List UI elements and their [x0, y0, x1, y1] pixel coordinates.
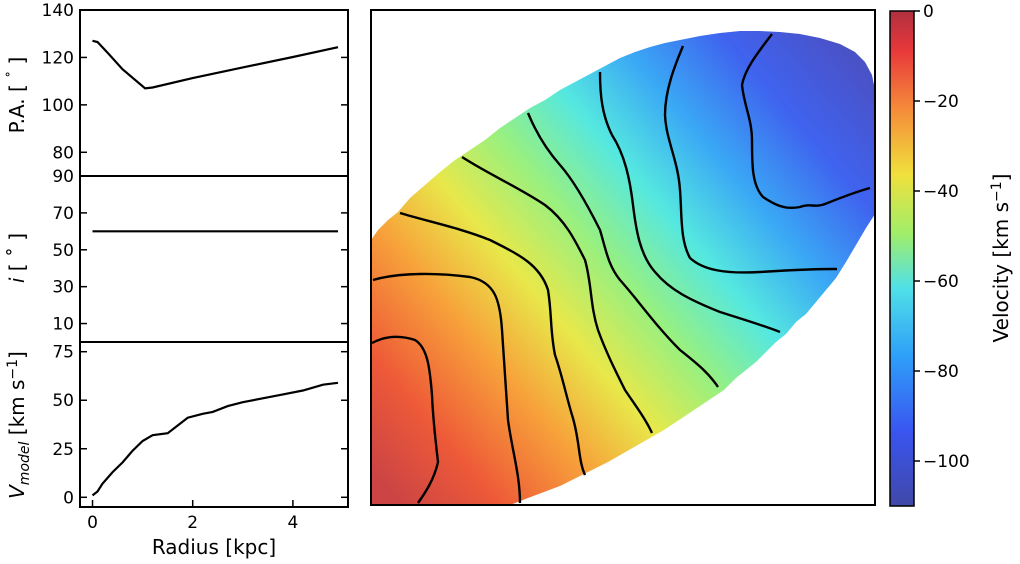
contour-line [371, 335, 440, 504]
y-tick-label: 100 [42, 96, 74, 116]
rotation-xlabel: Radius [kpc] [152, 535, 276, 559]
x-tick-label: 2 [187, 513, 198, 533]
y-tick-label: 30 [52, 278, 74, 298]
rotation-series-line [91, 381, 339, 497]
y-tick-label: 80 [52, 143, 74, 163]
colorbar: 0 −20 −40 −60 −80 −100 Velocity [km s−1] [889, 2, 1013, 507]
contour-line [372, 272, 522, 504]
x-tick-label: 0 [87, 513, 98, 533]
pa-ylabel-degree: ˚ [5, 71, 22, 78]
contour-line [399, 211, 587, 476]
colorbar-tick-label: −80 [923, 362, 959, 382]
contour-line [461, 155, 654, 434]
velocity-map-frame [370, 9, 876, 506]
y-tick-label: 120 [42, 48, 74, 68]
y-tick-label: 25 [52, 440, 74, 460]
colorbar-label-main: Velocity [km s [989, 202, 1013, 342]
pa-ylabel: P.A. [ ˚ ] [5, 57, 29, 134]
rotation-ylabel-sup: −1 [5, 359, 21, 380]
y-tick-label: 75 [52, 343, 74, 363]
pa-panel: 80 100 120 140 P.A. [ ˚ ] [5, 1, 349, 177]
inclination-ylabel: i [ ˚ ] [5, 233, 29, 283]
rotation-ylabel: Vmodel [km s−1] [5, 351, 33, 499]
inclination-ylabel-unit: [ ˚ ] [5, 233, 29, 278]
colorbar-label-close: ] [989, 174, 1013, 182]
colorbar-ticks: 0 −20 −40 −60 −80 −100 [914, 2, 970, 472]
rotation-ylabel-units: [km s [5, 380, 29, 442]
colorbar-label-sup: −1 [989, 181, 1005, 202]
pa-ylabel-main: P.A. [ [5, 78, 29, 134]
rotation-ylabel-sub: model [17, 441, 33, 485]
rotation-yticks: 0 25 50 75 [52, 343, 348, 508]
pa-frame [79, 9, 349, 177]
velocity-map [370, 9, 876, 506]
inclination-frame [79, 175, 349, 343]
colorbar-tick-label: −40 [923, 182, 959, 202]
inclination-ylabel-symbol: i [5, 277, 29, 283]
y-tick-label: 50 [52, 241, 74, 261]
y-tick-label: 10 [52, 315, 74, 335]
rotation-frame [79, 341, 349, 508]
contour-line [663, 45, 838, 274]
y-tick-label: 70 [52, 204, 74, 224]
colorbar-tick-label: 0 [923, 2, 934, 22]
pa-ylabel-close: ] [5, 57, 29, 71]
rotation-xticks: 0 2 4 [87, 500, 298, 533]
colorbar-tick-label: −60 [923, 272, 959, 292]
colorbar-tick-label: −20 [923, 92, 959, 112]
y-tick-label: 0 [63, 488, 74, 508]
y-tick-label: 140 [42, 1, 74, 21]
contour-line [598, 71, 781, 334]
rotation-ylabel-v: V [5, 484, 29, 499]
rotation-panel: 0 25 50 75 0 2 4 Vmodel [km s−1] Radius [kpc] [5, 341, 349, 559]
rotation-ylabel-close: ] [5, 351, 29, 359]
y-tick-label: 50 [52, 391, 74, 411]
colorbar-gradient [889, 10, 915, 507]
x-tick-label: 4 [287, 513, 298, 533]
contour-line [740, 33, 871, 210]
inclination-panel: 10 30 50 70 90 i [ ˚ ] [5, 167, 349, 343]
colorbar-tick-label: −100 [923, 452, 970, 472]
pa-yticks: 80 100 120 140 [42, 1, 348, 163]
velocity-field [371, 31, 875, 505]
y-tick-label: 90 [52, 167, 74, 187]
inclination-yticks: 10 30 50 70 90 [52, 167, 348, 335]
contour-line [526, 112, 719, 388]
pa-series-line [92, 39, 339, 90]
colorbar-label: Velocity [km s−1] [989, 174, 1013, 343]
velocity-contours [371, 33, 871, 504]
